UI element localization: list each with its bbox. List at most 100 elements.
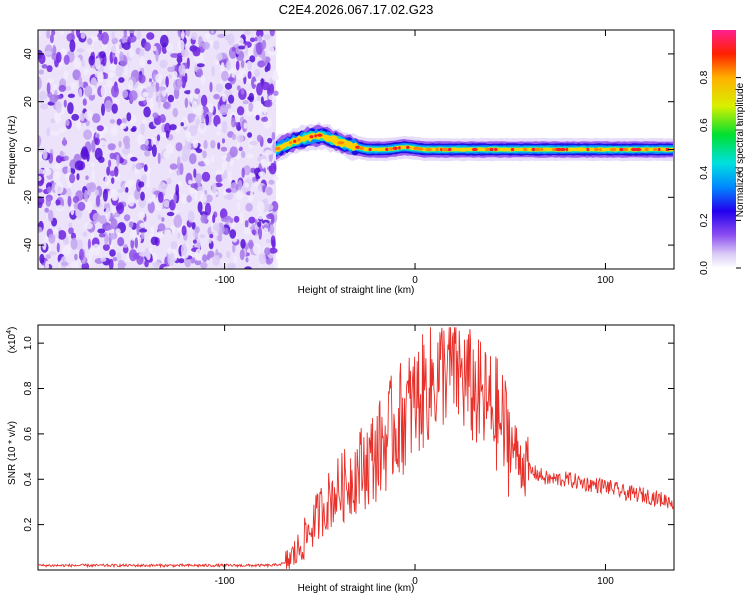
- noise-blob: [258, 226, 263, 240]
- noise-blob: [155, 81, 160, 93]
- noise-blob: [232, 243, 236, 253]
- noise-blob: [81, 59, 85, 68]
- signal-peak: [559, 147, 566, 152]
- noise-blob: [155, 48, 159, 62]
- snr-series-line: [38, 327, 674, 569]
- noise-blob: [82, 98, 87, 106]
- noise-blob: [123, 30, 127, 38]
- noise-blob: [257, 213, 265, 220]
- noise-blob: [220, 146, 228, 152]
- noise-blob: [268, 163, 277, 175]
- noise-blob: [167, 253, 175, 266]
- noise-blob: [105, 225, 113, 231]
- noise-blob: [209, 81, 213, 93]
- noise-blob: [195, 148, 203, 154]
- noise-blob: [262, 198, 269, 204]
- noise-blob: [108, 159, 112, 168]
- noise-blob: [256, 82, 263, 96]
- noise-blob: [82, 231, 88, 237]
- noise-blob: [235, 43, 241, 55]
- noise-blob: [245, 257, 249, 263]
- noise-blob: [227, 263, 236, 269]
- noise-blob: [157, 86, 167, 91]
- noise-blob: [240, 238, 246, 249]
- noise-blob: [160, 183, 168, 188]
- noise-blob: [237, 37, 244, 46]
- noise-blob: [55, 101, 62, 114]
- noise-blob: [104, 100, 113, 113]
- noise-blob: [67, 195, 72, 207]
- noise-blob: [223, 194, 233, 200]
- noise-blob: [100, 257, 107, 262]
- noise-blob: [46, 78, 54, 84]
- noise-blob: [169, 124, 177, 131]
- noise-blob: [225, 188, 232, 193]
- noise-blob: [127, 34, 137, 43]
- signal-peak: [392, 146, 398, 150]
- noise-blob: [142, 91, 149, 98]
- noise-blob: [38, 69, 45, 75]
- noise-blob: [117, 237, 125, 247]
- noise-blob: [44, 50, 53, 56]
- noise-blob: [63, 99, 67, 108]
- noise-blob: [138, 211, 146, 219]
- noise-blob: [70, 81, 77, 91]
- noise-blob: [272, 69, 278, 80]
- noise-blob: [239, 211, 244, 224]
- noise-blob: [271, 201, 279, 212]
- noise-blob: [58, 84, 67, 92]
- noise-blob: [177, 39, 185, 52]
- noise-blob: [211, 65, 215, 77]
- noise-blob: [243, 227, 251, 235]
- noise-blob: [198, 35, 203, 47]
- noise-blob: [44, 207, 49, 213]
- noise-blob: [254, 91, 258, 99]
- noise-blob: [54, 163, 61, 170]
- noise-blob: [137, 96, 146, 102]
- noise-blob: [162, 101, 170, 109]
- noise-blob: [59, 48, 68, 56]
- noise-blob: [262, 227, 269, 234]
- noise-blob: [203, 139, 208, 150]
- noise-blob: [185, 30, 191, 37]
- noise-blob: [56, 242, 60, 253]
- noise-blob: [79, 248, 84, 261]
- noise-blob: [108, 71, 115, 78]
- noise-blob: [74, 160, 84, 171]
- noise-blob: [194, 173, 203, 184]
- noise-blob: [147, 198, 153, 204]
- noise-blob: [102, 188, 108, 202]
- y-tick-label: 40: [23, 48, 34, 60]
- noise-blob: [47, 209, 54, 222]
- noise-blob: [83, 129, 93, 140]
- spectrogram-x-label: Height of straight line (km): [298, 285, 415, 296]
- noise-blob: [84, 110, 93, 120]
- noise-blob: [261, 81, 271, 91]
- noise-blob: [136, 223, 140, 236]
- noise-blob: [255, 102, 263, 114]
- noise-blob: [245, 202, 253, 212]
- signal-peak: [471, 147, 478, 152]
- chart-title: C2E4.2026.067.17.02.G23: [279, 2, 434, 17]
- noise-blob: [191, 100, 198, 113]
- noise-blob: [194, 189, 198, 202]
- signal-peak: [435, 147, 439, 152]
- noise-blob: [128, 79, 134, 90]
- y-tick-label: 0.2: [23, 517, 34, 531]
- noise-blob: [231, 68, 235, 79]
- noise-blob: [115, 64, 123, 77]
- noise-blob: [94, 189, 99, 196]
- noise-blob: [122, 89, 129, 98]
- noise-blob: [209, 234, 214, 239]
- noise-blob: [254, 219, 258, 226]
- x-tick-label: -100: [215, 275, 235, 286]
- noise-blob: [63, 155, 69, 161]
- signal-peak: [531, 147, 536, 152]
- signal-peak: [619, 147, 624, 152]
- noise-blob: [202, 254, 208, 263]
- noise-blob: [58, 127, 65, 134]
- noise-blob: [88, 247, 93, 261]
- noise-blob: [261, 39, 267, 50]
- noise-blob: [198, 122, 206, 134]
- noise-blob: [144, 150, 151, 157]
